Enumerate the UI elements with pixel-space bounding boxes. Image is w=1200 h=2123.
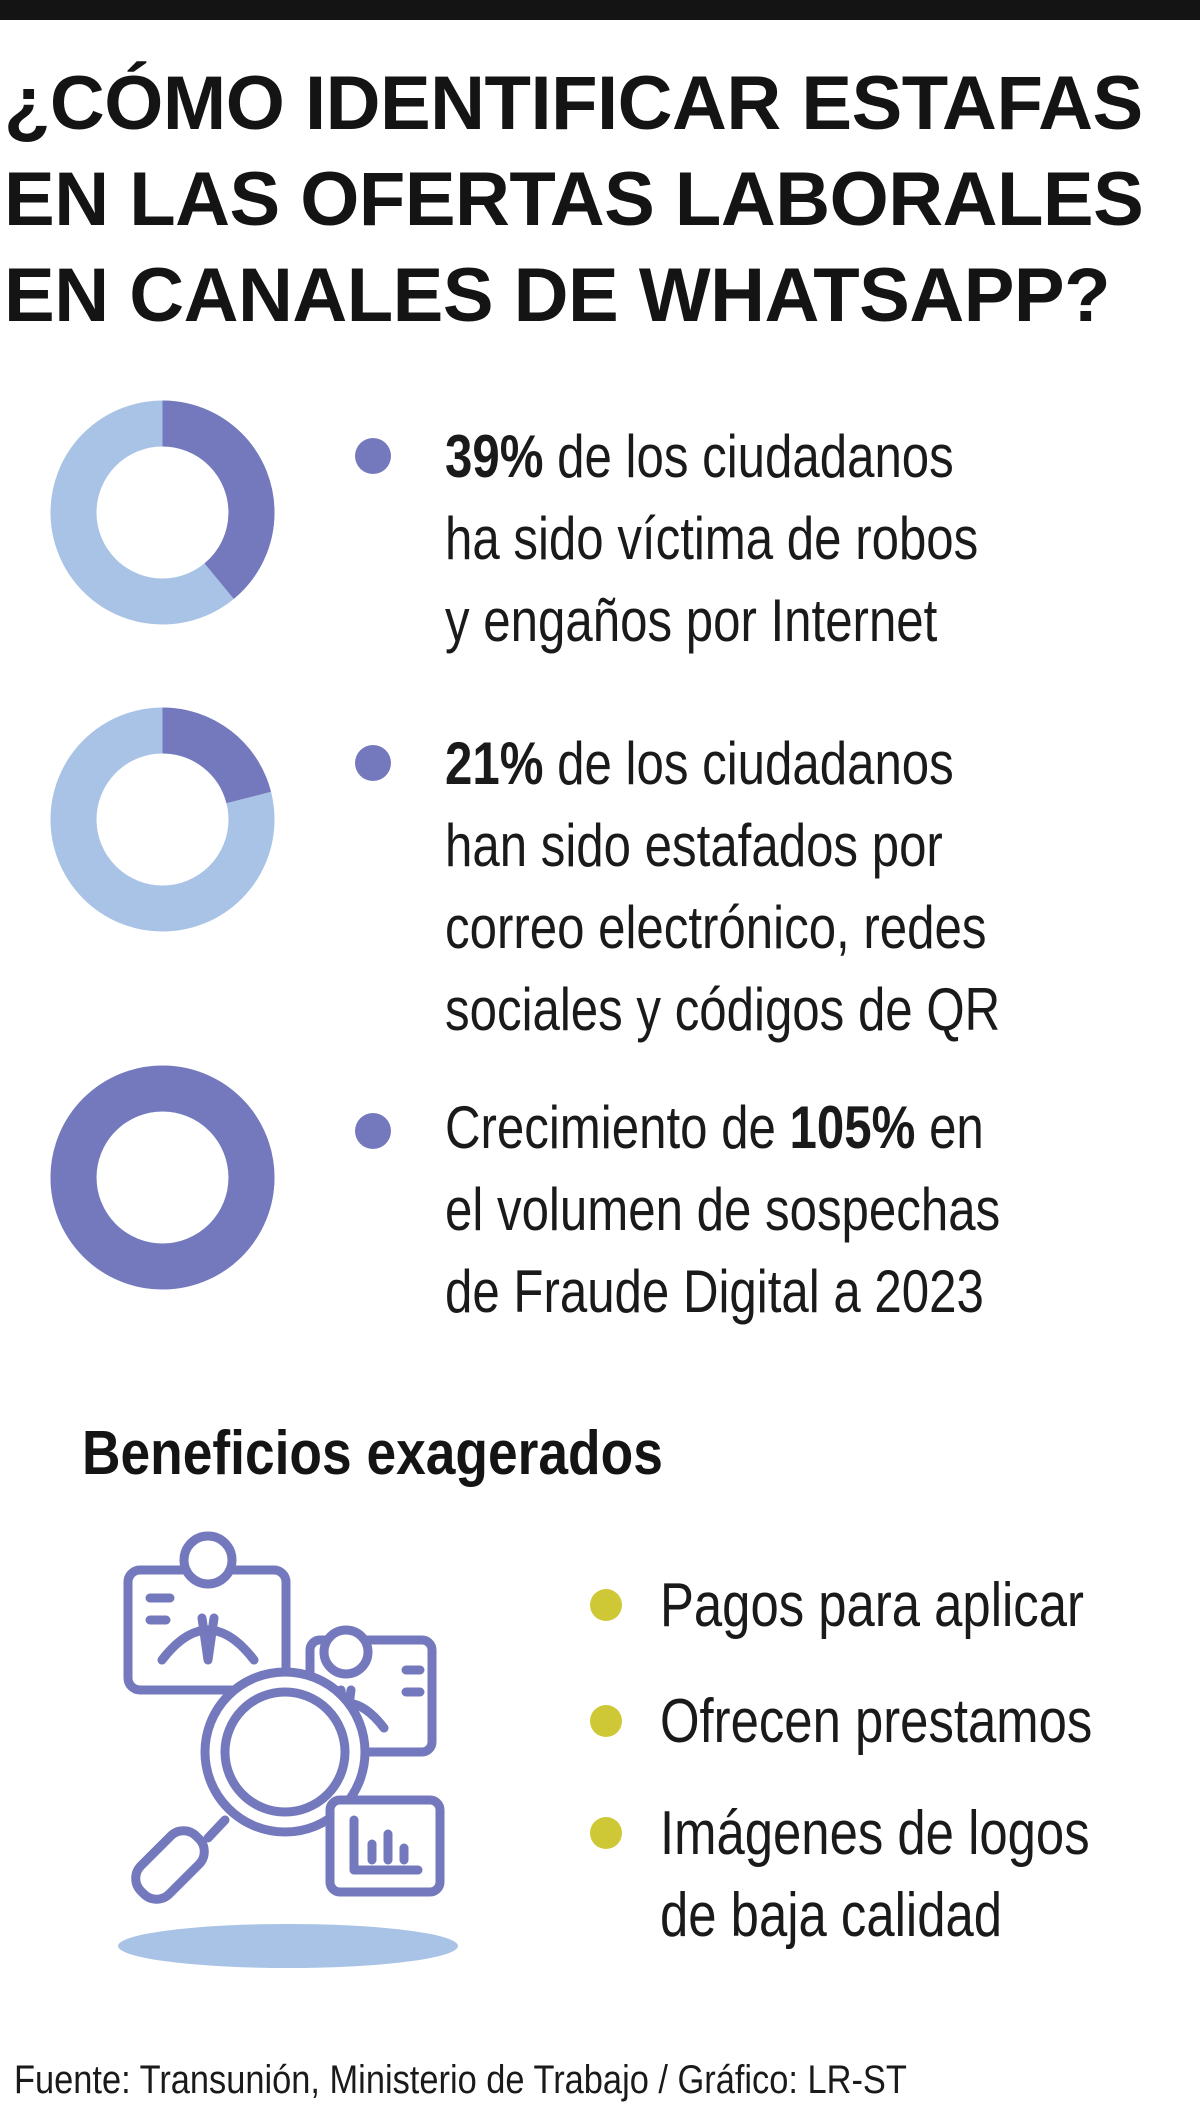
- benefit-line: Imágenes de logos: [660, 1799, 1090, 1868]
- benefits-title: Beneficios exagerados: [82, 1419, 663, 1488]
- title-line: EN CANALES DE WHATSAPP?: [4, 253, 1111, 338]
- job-search-magnifier-icon: [118, 1531, 458, 1968]
- stat-bullet: [355, 438, 391, 474]
- benefit-bullet: [590, 1589, 622, 1621]
- benefit-text: Ofrecen prestamos: [660, 1681, 1092, 1763]
- benefit-line: de baja calidad: [660, 1881, 1003, 1950]
- stat-line: han sido estafados por: [445, 812, 943, 879]
- benefit-line: Ofrecen prestamos: [660, 1687, 1093, 1756]
- benefit-bullet: [590, 1705, 622, 1737]
- stat-highlight: 21%: [445, 730, 544, 797]
- donut-chart-39: [50, 400, 275, 625]
- stat-line: de Fraude Digital a 2023: [445, 1258, 984, 1325]
- stat-line: de los ciudadanos: [543, 730, 954, 797]
- stat-line: el volumen de sospechas: [445, 1176, 1001, 1243]
- benefit-bullet: [590, 1817, 622, 1849]
- stat-line: en: [915, 1094, 984, 1161]
- title-line: ¿CÓMO IDENTIFICAR ESTAFAS: [4, 61, 1143, 146]
- stat-bullet: [355, 745, 391, 781]
- page-title: ¿CÓMO IDENTIFICAR ESTAFAS EN LAS OFERTAS…: [4, 56, 1194, 344]
- stat-line: ha sido víctima de robos: [445, 505, 979, 572]
- illustration-shadow: [118, 1924, 458, 1968]
- donut-segment: [50, 1065, 275, 1290]
- donut-chart-105: [50, 1065, 275, 1290]
- donut-chart-21: [50, 707, 275, 932]
- stat-line: correo electrónico, redes: [445, 894, 987, 961]
- stat-line: Crecimiento de: [445, 1094, 790, 1161]
- benefit-text: Imágenes de logos de baja calidad: [660, 1793, 1090, 1957]
- stat-text: 39% de los ciudadanos ha sido víctima de…: [445, 416, 1035, 662]
- source-credit: Fuente: Transunión, Ministerio de Trabaj…: [14, 2058, 907, 2102]
- donut-segment: [50, 400, 275, 625]
- stat-text: 21% de los ciudadanos han sido estafados…: [445, 723, 1035, 1051]
- stat-highlight: 39%: [445, 423, 544, 490]
- stat-line: sociales y códigos de QR: [445, 976, 1001, 1043]
- top-rule: [0, 0, 1200, 20]
- stat-text: Crecimiento de 105% en el volumen de sos…: [445, 1087, 1035, 1333]
- stat-line: de los ciudadanos: [543, 423, 954, 490]
- title-line: EN LAS OFERTAS LABORALES: [4, 157, 1144, 242]
- stat-line: y engaños por Internet: [445, 587, 938, 654]
- stat-highlight: 105%: [789, 1094, 916, 1161]
- benefit-line: Pagos para aplicar: [660, 1571, 1084, 1640]
- benefit-text: Pagos para aplicar: [660, 1565, 1084, 1647]
- stat-bullet: [355, 1113, 391, 1149]
- donut-segment: [50, 707, 275, 932]
